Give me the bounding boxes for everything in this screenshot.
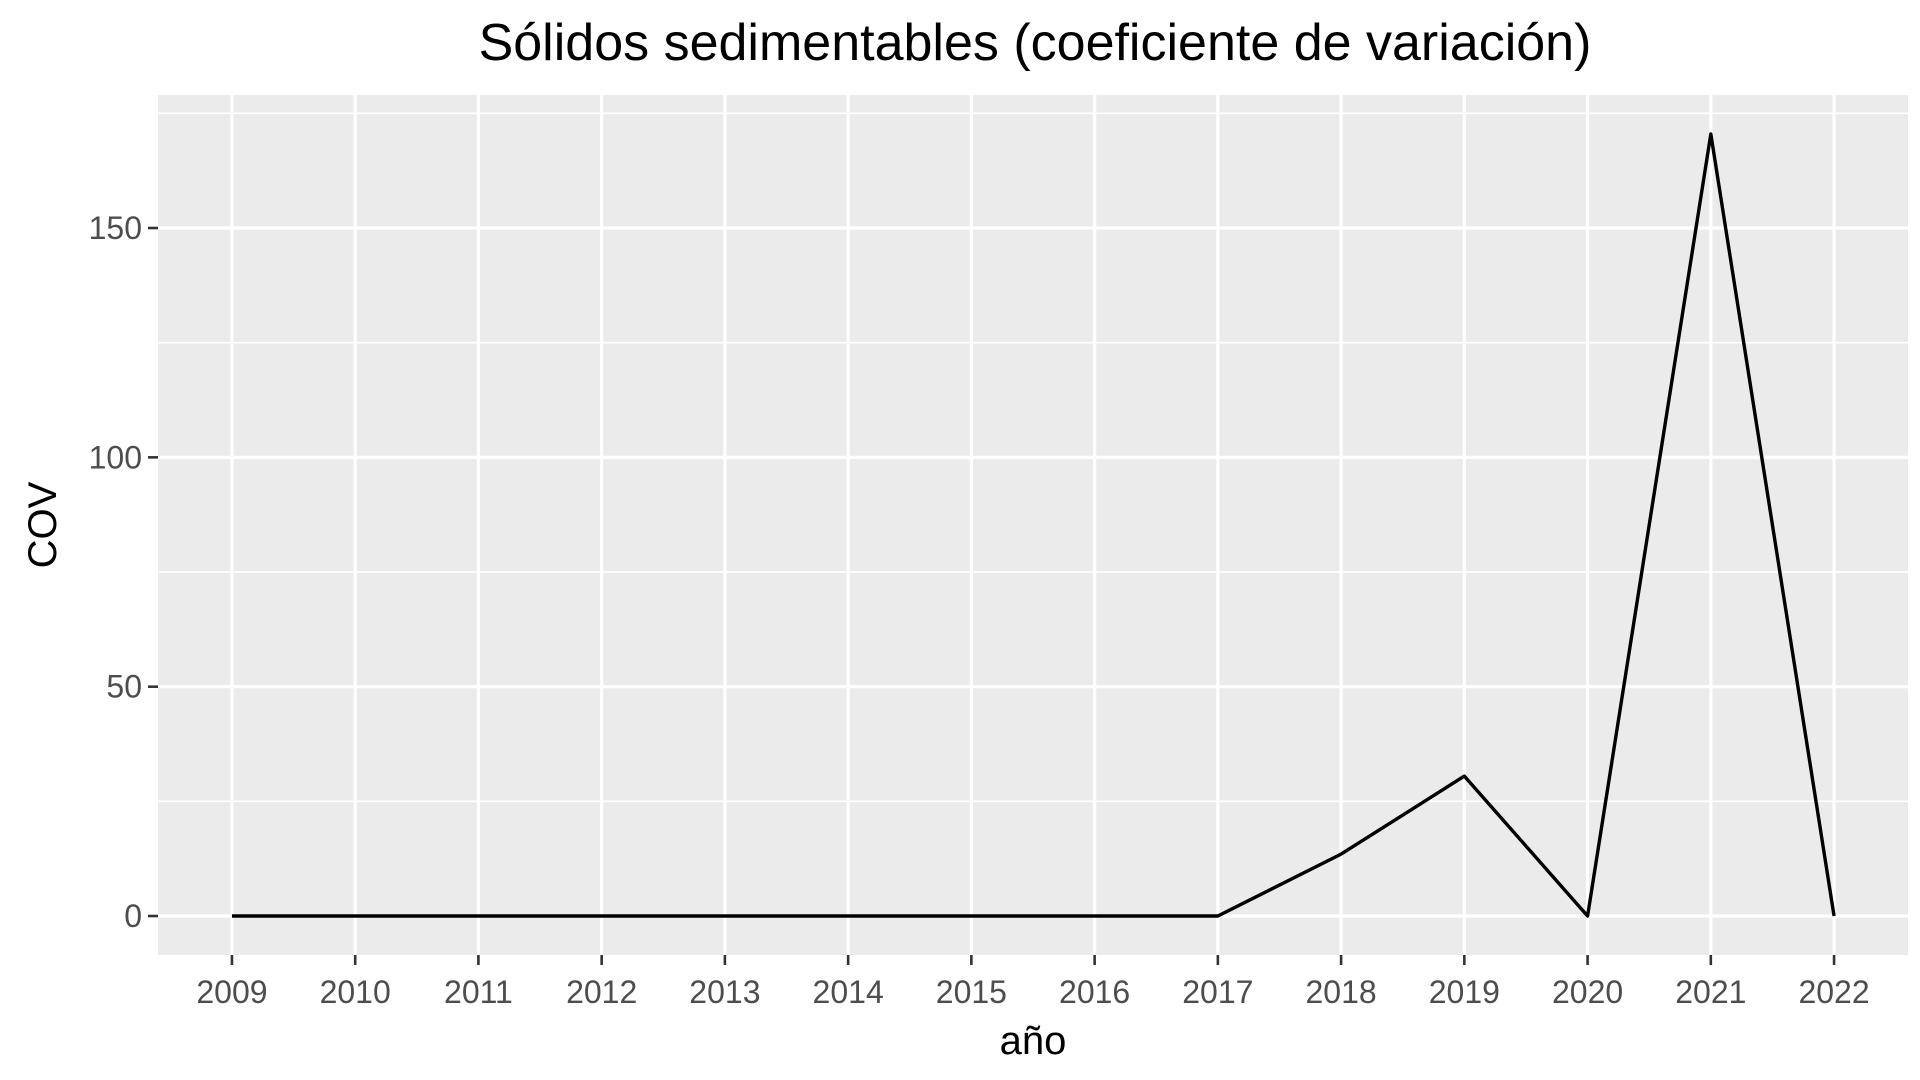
- y-tick-label: 50: [106, 669, 142, 705]
- major-gridlines: [158, 95, 1908, 955]
- x-tick-label: 2012: [566, 974, 637, 1010]
- x-axis-ticks: 2009 2010 2011 2012 2013 2014 2015 2016 2017 2018…: [196, 955, 1870, 1010]
- minor-gridlines: [158, 112, 1908, 803]
- x-tick-label: 2011: [444, 974, 513, 1010]
- x-tick-label: 2020: [1552, 974, 1623, 1010]
- chart-title: Sólidos sedimentables (coeficiente de va…: [479, 14, 1592, 72]
- y-tick-label: 0: [124, 898, 142, 934]
- y-tick-label: 150: [89, 210, 142, 246]
- x-tick-label: 2016: [1059, 974, 1130, 1010]
- series-line-1: [231, 132, 1836, 918]
- series-group: [231, 132, 1836, 918]
- plot-panel: [158, 95, 1908, 955]
- y-tick-label: 100: [89, 439, 142, 475]
- x-tick-label: 2021: [1675, 974, 1746, 1010]
- x-tick-label: 2014: [813, 974, 884, 1010]
- x-tick-label: 2015: [936, 974, 1007, 1010]
- x-tick-label: 2009: [196, 974, 267, 1010]
- x-tick-label: 2019: [1429, 974, 1500, 1010]
- y-axis-ticks: 0 50 100 150: [89, 210, 158, 934]
- x-axis-label: año: [1000, 1019, 1067, 1063]
- x-tick-label: 2013: [689, 974, 760, 1010]
- x-tick-label: 2010: [320, 974, 391, 1010]
- x-tick-label: 2018: [1306, 974, 1377, 1010]
- x-tick-label: 2017: [1182, 974, 1253, 1010]
- x-tick-label: 2022: [1798, 974, 1869, 1010]
- y-axis-label: COV: [21, 481, 65, 568]
